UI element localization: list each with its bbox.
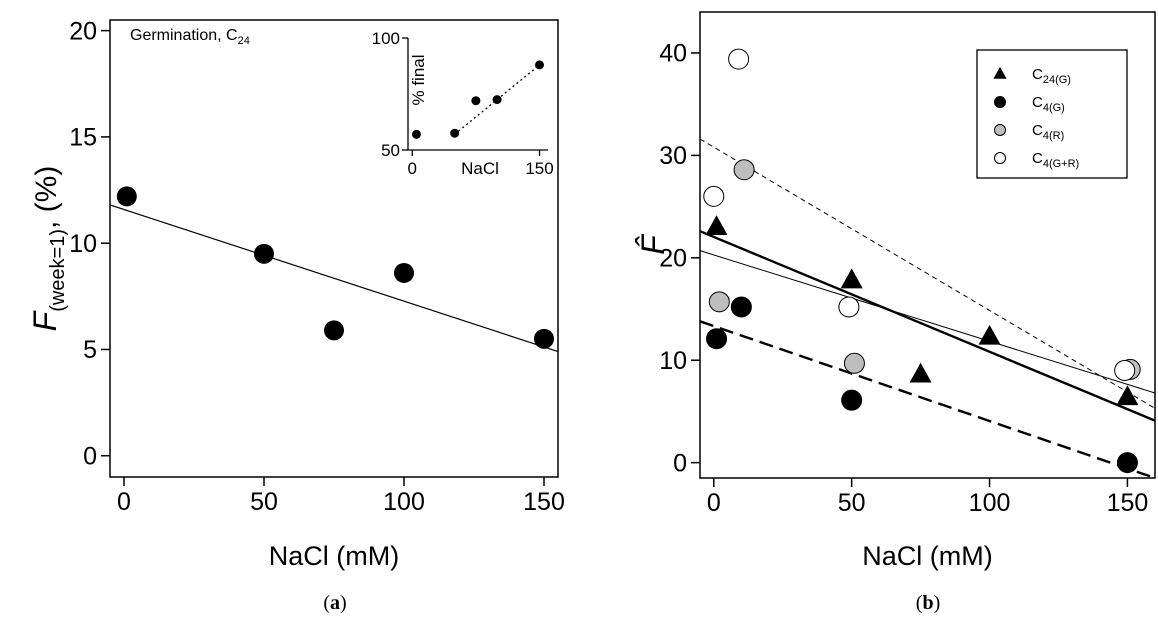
a-inset-data-point: [450, 128, 460, 138]
b-legend-label-subscript-0: 24(G): [1043, 74, 1071, 86]
a-y-axis-label-main: F: [27, 309, 63, 331]
b-data-point-series-2: [843, 352, 865, 374]
b-x-tick-label: 0: [707, 489, 721, 517]
b-data-point-series-1: [730, 296, 752, 318]
a-chart-title: Germination, C24: [130, 27, 250, 47]
a-x-tick-label: 150: [523, 488, 565, 516]
b-y-tick-label: 20: [659, 245, 687, 273]
b-data-point-series-0: [840, 268, 863, 289]
a-y-axis-label-unit: , (%): [30, 166, 63, 229]
a-plot-frame: [109, 19, 559, 478]
a-inset-x-tick-label: 0: [408, 159, 417, 178]
a-inset-data-point: [411, 129, 421, 139]
b-legend-label-subscript-3: 4(G+R): [1043, 158, 1079, 170]
a-x-tick-label: 100: [383, 488, 425, 516]
b-data-point-series-1: [706, 328, 728, 350]
b-fit-line-series-3: [700, 250, 1155, 394]
a-inset-data-point: [535, 60, 545, 70]
a-y-axis-label: F(week=1), (%): [27, 166, 69, 332]
b-y-tick-label: 30: [659, 142, 687, 170]
a-inset-chart: 50 100 0 150 NaCl % final: [372, 29, 554, 178]
b-legend-label-subscript-2: 4(R): [1043, 130, 1064, 142]
chart-panel-b: 0 50 100 150 0 10 20 30 40 NaCl (mM) F̂ C24(G)C4(G)…: [635, 11, 1156, 571]
b-fit-line-series-1: [700, 320, 1155, 478]
b-fit-line-series-0: [700, 230, 1155, 422]
a-y-tick-label: 20: [69, 17, 97, 45]
b-data-point-series-0: [1116, 385, 1139, 406]
b-data-point-series-3: [838, 296, 860, 318]
a-inset-x-tick-label: 150: [525, 159, 553, 178]
b-data-point-series-0: [705, 215, 728, 236]
a-y-tick-label: 5: [83, 336, 97, 364]
a-x-tick-label: 50: [250, 488, 278, 516]
b-data-point-series-1: [841, 389, 863, 411]
a-data-point: [116, 186, 137, 207]
a-fit-line: [109, 204, 559, 353]
panel-caption-b: (b): [915, 592, 941, 614]
b-data-point-series-2: [733, 159, 755, 181]
a-y-tick-label: 15: [69, 124, 97, 152]
b-x-tick-label: 100: [969, 489, 1011, 517]
b-y-tick-label: 10: [659, 347, 687, 375]
chart-panel-a: 0 50 100 150 0 5 10 15 20 Germination, C24 NaCl (m…: [27, 17, 565, 571]
a-x-tick-label: 0: [117, 488, 131, 516]
b-y-tick-label: 0: [673, 449, 687, 477]
b-legend-marker-3: [994, 152, 1006, 164]
b-legend-marker-1: [994, 96, 1006, 108]
a-inset-y-tick-label: 50: [381, 141, 400, 160]
a-y-tick-label: 10: [69, 230, 97, 258]
a-inset-y-tick-label: 100: [372, 29, 400, 48]
b-data-point-series-3: [1114, 359, 1136, 381]
b-x-tick-label: 150: [1107, 489, 1149, 517]
b-data-point-series-3: [728, 48, 750, 70]
b-x-tick-label: 50: [838, 489, 866, 517]
a-inset-fit-line: [454, 64, 540, 135]
b-legend-label-subscript-1: 4(G): [1043, 102, 1065, 114]
b-data-point-series-3: [703, 185, 725, 207]
b-x-axis-label: NaCl (mM): [862, 541, 992, 571]
a-data-point: [254, 243, 274, 264]
a-y-axis-label-subscript: (week=1): [47, 229, 69, 312]
a-data-point: [324, 320, 344, 341]
b-legend-marker-2: [994, 124, 1006, 136]
b-data-point-series-0: [909, 362, 932, 383]
a-x-axis-label: NaCl (mM): [269, 541, 399, 571]
b-data-point-series-0: [978, 324, 1001, 345]
a-inset-x-axis-label: NaCl: [461, 159, 499, 178]
a-data-point: [394, 262, 414, 283]
a-inset-y-axis-label: % final: [409, 54, 428, 105]
b-fit-line-series-2: [700, 138, 1155, 409]
b-data-point-series-1: [1116, 452, 1138, 474]
a-inset-data-point: [492, 95, 502, 105]
a-y-tick-label: 0: [83, 442, 97, 470]
a-chart-title-subscript: 24: [238, 35, 250, 47]
b-legend: C24(G)C4(G)C4(R)C4(G+R): [976, 49, 1128, 179]
b-plot-frame: [699, 11, 1156, 479]
b-y-axis-label: F̂: [635, 233, 671, 255]
a-data-point: [534, 328, 554, 349]
a-inset-data-point: [471, 96, 481, 106]
b-data-point-series-2: [708, 291, 730, 313]
b-legend-marker-0: [993, 66, 1007, 79]
panel-caption-a: (a): [323, 592, 347, 614]
b-fit-lines: [700, 138, 1155, 478]
b-y-tick-label: 40: [659, 40, 687, 68]
